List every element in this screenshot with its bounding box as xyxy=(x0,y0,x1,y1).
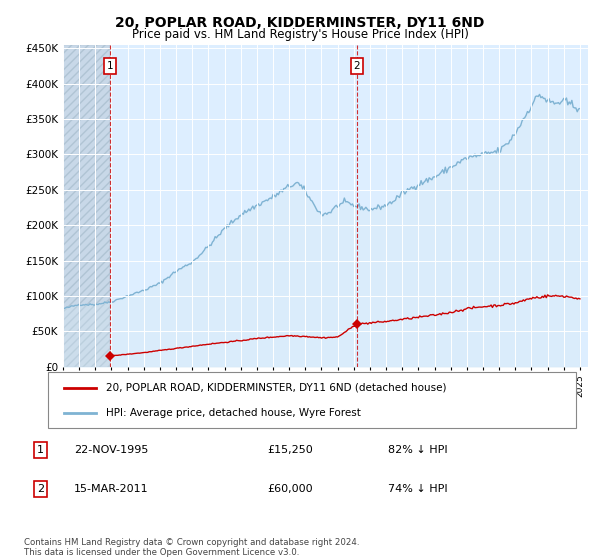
Text: 22-NOV-1995: 22-NOV-1995 xyxy=(74,445,148,455)
Text: 15-MAR-2011: 15-MAR-2011 xyxy=(74,484,148,494)
Text: 74% ↓ HPI: 74% ↓ HPI xyxy=(388,484,448,494)
Text: £15,250: £15,250 xyxy=(267,445,313,455)
Text: HPI: Average price, detached house, Wyre Forest: HPI: Average price, detached house, Wyre… xyxy=(106,408,361,418)
Text: 82% ↓ HPI: 82% ↓ HPI xyxy=(388,445,448,455)
Text: 20, POPLAR ROAD, KIDDERMINSTER, DY11 6ND (detached house): 20, POPLAR ROAD, KIDDERMINSTER, DY11 6ND… xyxy=(106,382,446,393)
FancyBboxPatch shape xyxy=(48,372,576,428)
Text: 1: 1 xyxy=(107,61,113,71)
Text: Price paid vs. HM Land Registry's House Price Index (HPI): Price paid vs. HM Land Registry's House … xyxy=(131,28,469,41)
Text: 20, POPLAR ROAD, KIDDERMINSTER, DY11 6ND: 20, POPLAR ROAD, KIDDERMINSTER, DY11 6ND xyxy=(115,16,485,30)
Text: 2: 2 xyxy=(353,61,361,71)
Text: £60,000: £60,000 xyxy=(267,484,313,494)
Bar xyxy=(63,45,110,367)
Text: Contains HM Land Registry data © Crown copyright and database right 2024.
This d: Contains HM Land Registry data © Crown c… xyxy=(24,538,359,557)
Bar xyxy=(63,45,110,367)
Text: 2: 2 xyxy=(37,484,44,494)
Text: 1: 1 xyxy=(37,445,44,455)
